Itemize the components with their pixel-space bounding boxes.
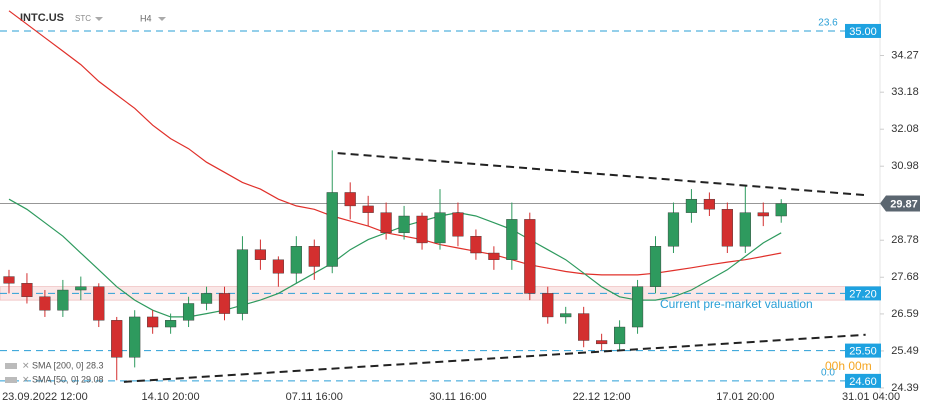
x-tick-label: 30.11 16:00	[429, 391, 486, 403]
y-tick-label: 28.78	[891, 234, 919, 246]
candle-body	[649, 246, 662, 287]
last-price-label: 29.87	[890, 198, 918, 210]
candle-body	[236, 249, 249, 314]
candle-body	[147, 316, 159, 328]
level-box	[845, 343, 881, 358]
y-tick-label: 30.98	[891, 160, 919, 172]
candle-body	[39, 296, 51, 311]
candle-body	[326, 192, 338, 267]
fib-label: 0.0	[821, 368, 835, 379]
candle-body	[111, 320, 123, 358]
candle-body	[129, 316, 141, 358]
x-tick-label: 14.10 20:00	[142, 391, 200, 403]
level-box	[845, 23, 881, 38]
y-tick-label: 32.08	[891, 123, 919, 135]
candle-body	[775, 203, 787, 217]
level-label: 25.50	[849, 345, 877, 357]
level-tag: 25.50	[845, 343, 881, 358]
candle-body	[434, 212, 446, 244]
candle-body	[560, 313, 572, 318]
countdown: 00h 00m	[825, 359, 872, 373]
legend-entry: SMA [200, 0] 28.3	[32, 360, 104, 370]
level-label: 27.20	[849, 288, 877, 300]
candle-body	[488, 252, 500, 260]
level-tag: 24.60	[845, 373, 881, 388]
level-box	[845, 373, 881, 388]
candle-body	[631, 286, 644, 328]
candle-body	[416, 215, 428, 244]
level-box	[845, 286, 881, 301]
level-tag: 35.00	[845, 23, 881, 38]
legend-icon	[5, 363, 17, 369]
fib-label: 23.6	[818, 18, 838, 29]
legend-close: ✕	[22, 374, 30, 384]
candle-body	[470, 235, 482, 254]
y-tick-label: 26.59	[891, 308, 919, 320]
x-tick-label: 07.11 16:00	[286, 391, 343, 403]
dropdown-caret[interactable]	[158, 17, 166, 21]
candle-body	[21, 283, 33, 297]
candle-body	[344, 192, 356, 207]
y-tick-label: 27.68	[891, 271, 919, 283]
symbol[interactable]: INTC.US	[20, 12, 64, 24]
candle-body	[75, 286, 87, 291]
candle-body	[578, 313, 590, 341]
legend-entry: SMA [50, 0] 29.08	[32, 374, 104, 384]
x-tick-label: 22.12 12:00	[573, 391, 631, 403]
candle-body	[290, 246, 302, 274]
legend-icon	[5, 377, 17, 383]
candle-body	[165, 320, 177, 328]
candle-body	[200, 293, 213, 304]
candle-body	[596, 340, 608, 345]
legend-close: ✕	[22, 360, 30, 370]
candle-body	[614, 326, 626, 345]
annotation: Current pre-market valuation	[660, 297, 813, 311]
candle-body	[380, 212, 392, 234]
candle-body	[254, 249, 266, 260]
sma-line	[8, 198, 782, 318]
candle-body	[218, 293, 231, 314]
level-tag: 27.20	[845, 286, 881, 301]
candle-body	[362, 205, 374, 213]
x-tick-label: 31.01 04:00	[842, 391, 900, 403]
y-tick-label: 24.39	[891, 382, 919, 394]
candle-body	[452, 212, 464, 237]
candle-body	[542, 293, 554, 318]
y-tick-label: 25.49	[891, 345, 919, 357]
candle-body	[667, 212, 680, 247]
candle-body	[757, 212, 769, 217]
candle-body	[93, 286, 105, 321]
trendline	[123, 333, 866, 383]
last-price-box	[880, 195, 920, 212]
x-tick-label: 23.09.2022 12:00	[2, 391, 88, 403]
candle-body	[703, 198, 715, 210]
candle-body	[398, 215, 410, 234]
candle-body	[272, 259, 284, 274]
dropdown-caret[interactable]	[95, 17, 103, 21]
candle-body	[506, 219, 518, 260]
level-label: 24.60	[849, 376, 877, 388]
x-tick-label: 17.01 20:00	[716, 391, 774, 403]
candle-body	[721, 209, 733, 247]
candle-body	[308, 246, 320, 267]
candle-body	[182, 303, 195, 321]
candle-body	[3, 276, 15, 284]
level-label: 35.00	[849, 26, 877, 38]
asset-type[interactable]: STC	[75, 14, 91, 23]
candle-body	[57, 289, 69, 311]
trendline	[337, 152, 866, 197]
candle-body	[739, 212, 751, 247]
candle-body	[524, 219, 536, 294]
interval[interactable]: H4	[140, 13, 152, 23]
candle-body	[685, 198, 698, 213]
y-tick-label: 34.27	[891, 49, 919, 61]
y-tick-label: 33.18	[891, 86, 919, 98]
